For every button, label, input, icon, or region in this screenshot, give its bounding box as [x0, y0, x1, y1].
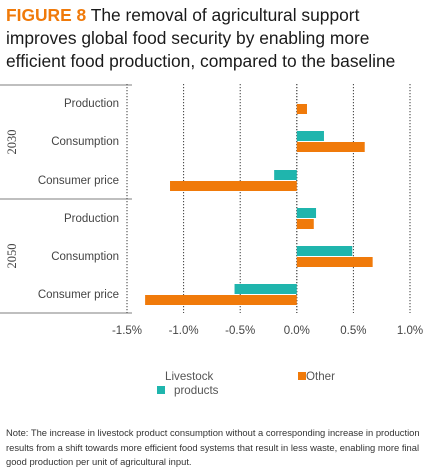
- x-tick-label: -1.0%: [169, 325, 199, 337]
- legend-item-livestock: Livestock products: [157, 370, 218, 398]
- bar-other: [296, 142, 365, 152]
- category-label: Production: [64, 98, 119, 110]
- bar-livestock: [234, 284, 297, 294]
- category-label: Production: [64, 213, 119, 225]
- legend-item-other: Other: [298, 370, 335, 384]
- bar-livestock: [296, 208, 317, 218]
- group-label: 2050: [5, 244, 19, 269]
- group-label: 2030: [5, 130, 19, 155]
- category-label: Consumer price: [38, 289, 119, 301]
- figure-note: Note: The increase in livestock product …: [6, 427, 420, 468]
- bar-other: [296, 219, 314, 229]
- bar-other: [296, 257, 373, 267]
- bar-other: [296, 104, 307, 114]
- bar-other: [145, 295, 297, 305]
- figure-title: FIGURE 8 The removal of agricultural sup…: [6, 4, 431, 73]
- legend-label-other: Other: [306, 370, 335, 383]
- category-label: Consumption: [51, 251, 119, 263]
- category-label: Consumption: [51, 136, 119, 148]
- category-label: Consumer price: [38, 175, 119, 187]
- figure-label: FIGURE 8: [6, 5, 87, 25]
- x-tick-label: 0.5%: [340, 325, 366, 337]
- legend-label-livestock-line2: products: [174, 384, 219, 397]
- x-tick-label: 1.0%: [397, 325, 423, 337]
- bar-chart: -1.5% -1.0% -0.5% 0.0% 0.5% 1.0% 2030 Productio…: [0, 84, 423, 337]
- bar-livestock: [296, 131, 324, 141]
- x-tick-label: -1.5%: [112, 325, 142, 337]
- legend-swatch-livestock: [157, 386, 165, 394]
- figure-title-text: The removal of agricultural support impr…: [6, 5, 396, 71]
- bar-livestock: [274, 170, 297, 180]
- x-tick-label: 0.0%: [284, 325, 310, 337]
- legend-swatch-other: [298, 372, 306, 380]
- legend-label-livestock-line1: Livestock: [165, 370, 214, 383]
- x-tick-label: -0.5%: [225, 325, 255, 337]
- bar-other: [170, 181, 297, 191]
- bar-livestock: [296, 246, 353, 256]
